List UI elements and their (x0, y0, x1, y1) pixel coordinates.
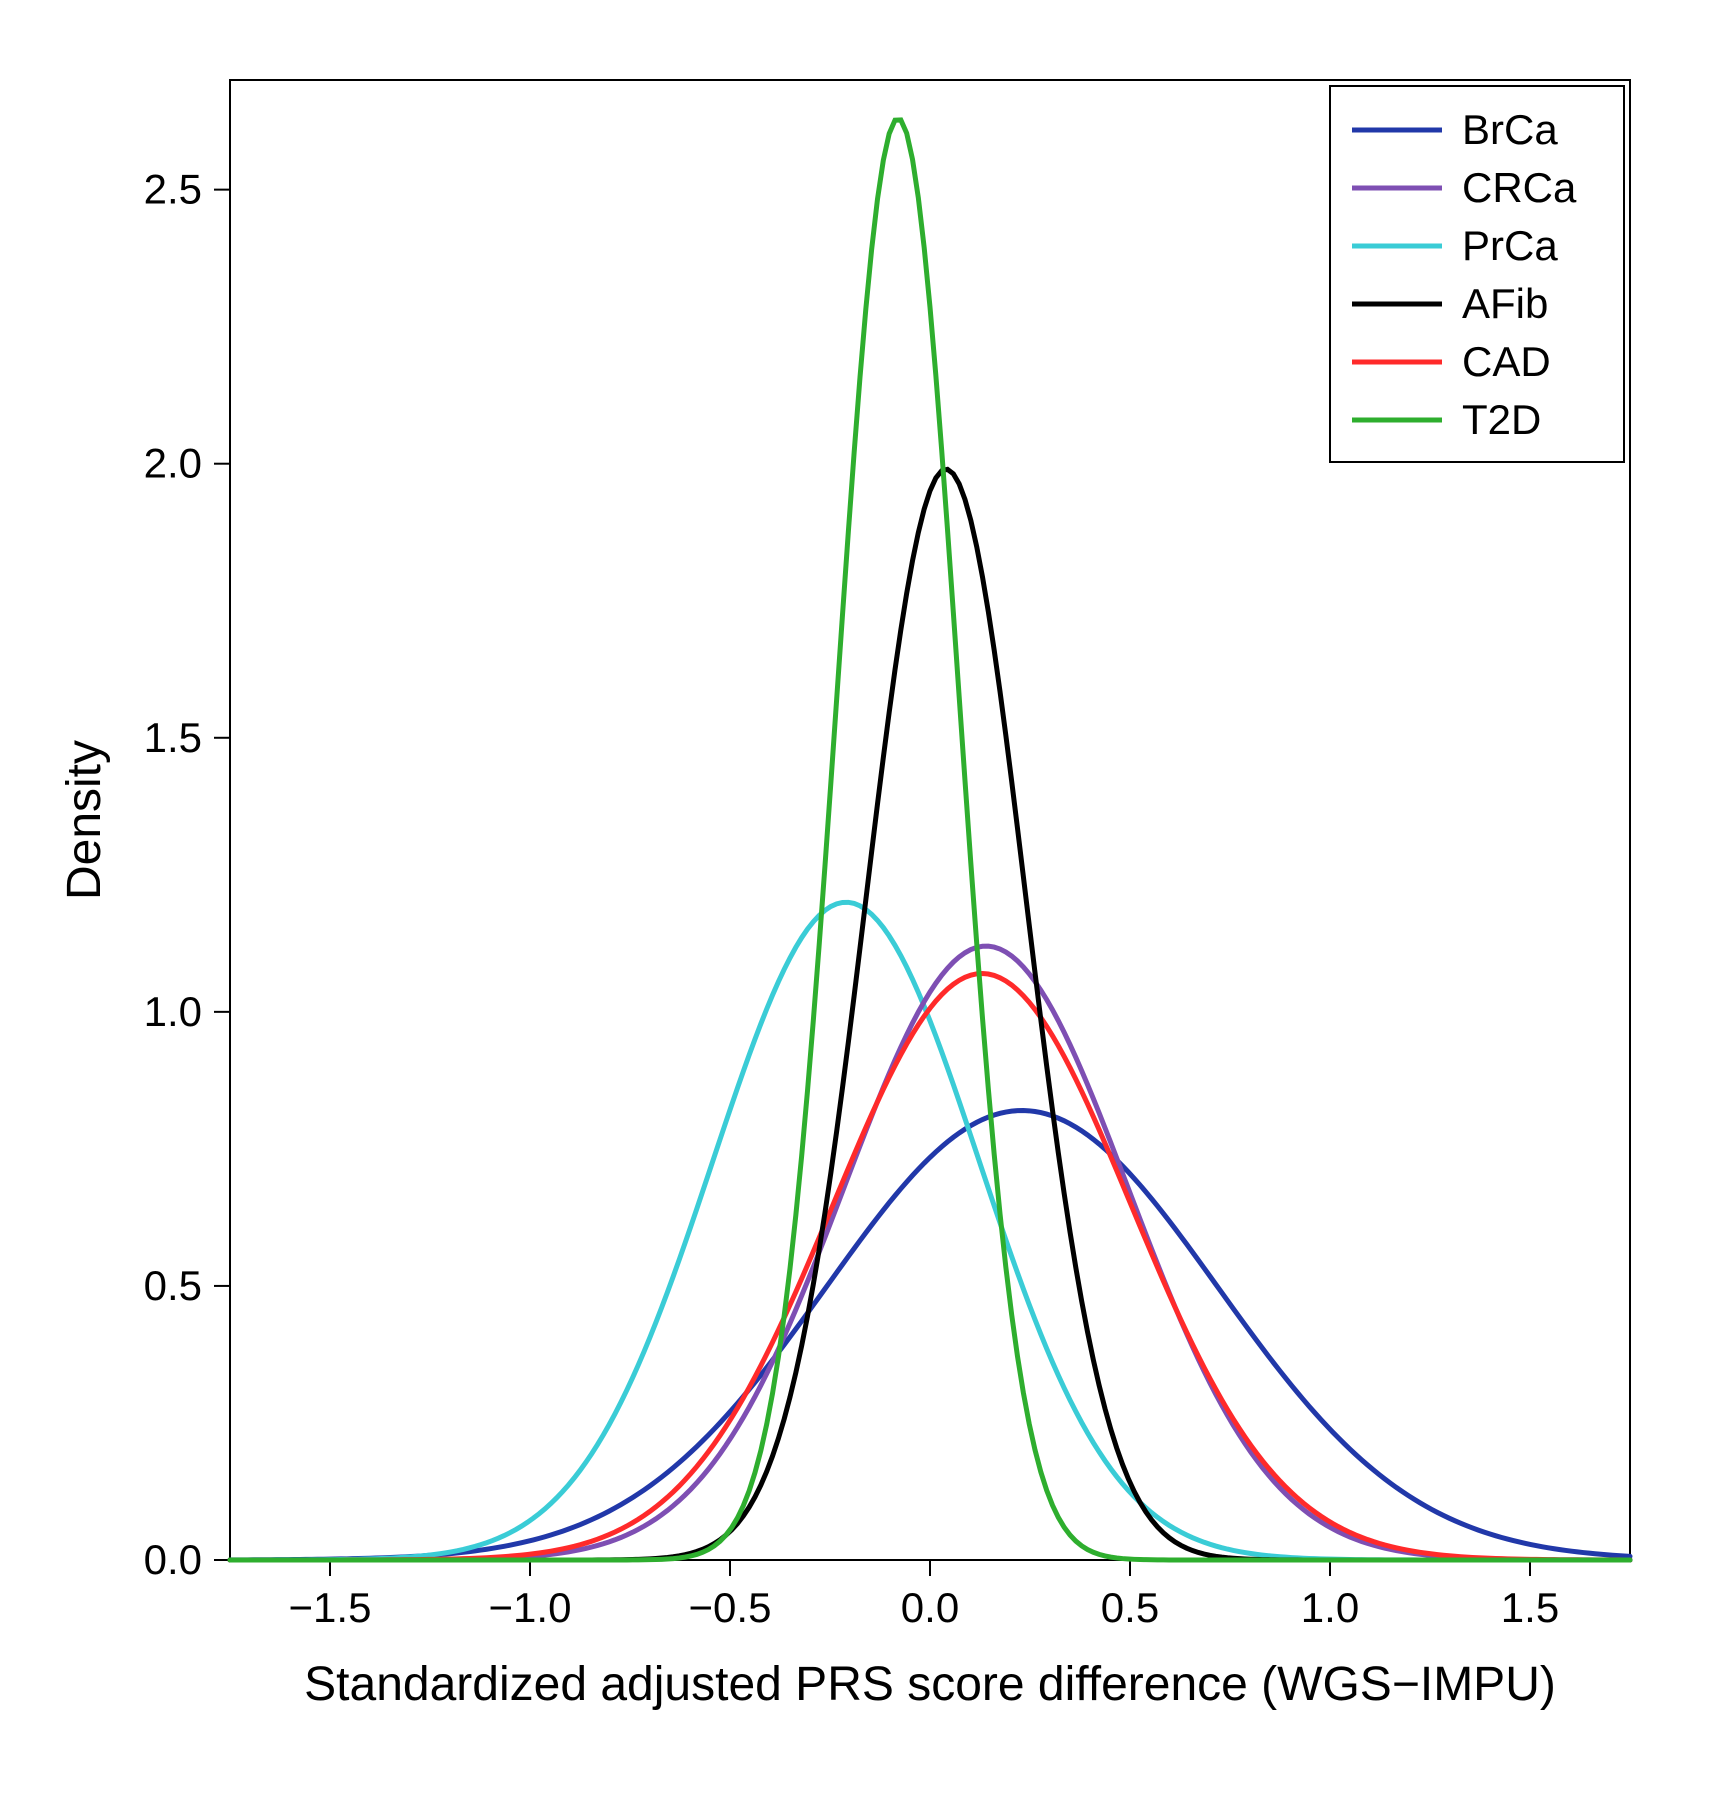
legend-label-afib: AFib (1462, 280, 1548, 327)
x-tick-label: −1.0 (489, 1584, 572, 1631)
y-tick-label: 0.5 (144, 1262, 202, 1309)
y-tick-label: 2.5 (144, 166, 202, 213)
x-tick-label: 1.0 (1301, 1584, 1359, 1631)
legend-label-brca: BrCa (1462, 106, 1558, 153)
density-curve-cad (230, 973, 1630, 1560)
y-tick-label: 1.5 (144, 714, 202, 761)
legend-label-cad: CAD (1462, 338, 1551, 385)
density-chart: −1.5 −1.0 −0.5 0.0 0.5 1.0 1.5 0.0 0.5 1.0 1.5 2.0 2… (0, 0, 1718, 1800)
x-tick-label: 0.5 (1101, 1584, 1159, 1631)
legend-label-crca: CRCa (1462, 164, 1577, 211)
x-tick-label: −0.5 (689, 1584, 772, 1631)
y-tick-label: 2.0 (144, 440, 202, 487)
legend-label-prca: PrCa (1462, 222, 1558, 269)
x-tick-label: −1.5 (289, 1584, 372, 1631)
x-tick-label: 0.0 (901, 1584, 959, 1631)
chart-container: −1.5 −1.0 −0.5 0.0 0.5 1.0 1.5 0.0 0.5 1.0 1.5 2.0 2… (0, 0, 1718, 1800)
y-axis-label: Density (58, 740, 111, 900)
y-tick-label: 0.0 (144, 1536, 202, 1583)
density-curve-brca (230, 1111, 1630, 1560)
x-tick-label: 1.5 (1501, 1584, 1559, 1631)
x-axis-label: Standardized adjusted PRS score differen… (304, 1658, 1556, 1711)
y-tick-label: 1.0 (144, 988, 202, 1035)
legend-label-t2d: T2D (1462, 396, 1541, 443)
density-curve-prca (230, 902, 1630, 1560)
density-curve-crca (230, 946, 1630, 1560)
